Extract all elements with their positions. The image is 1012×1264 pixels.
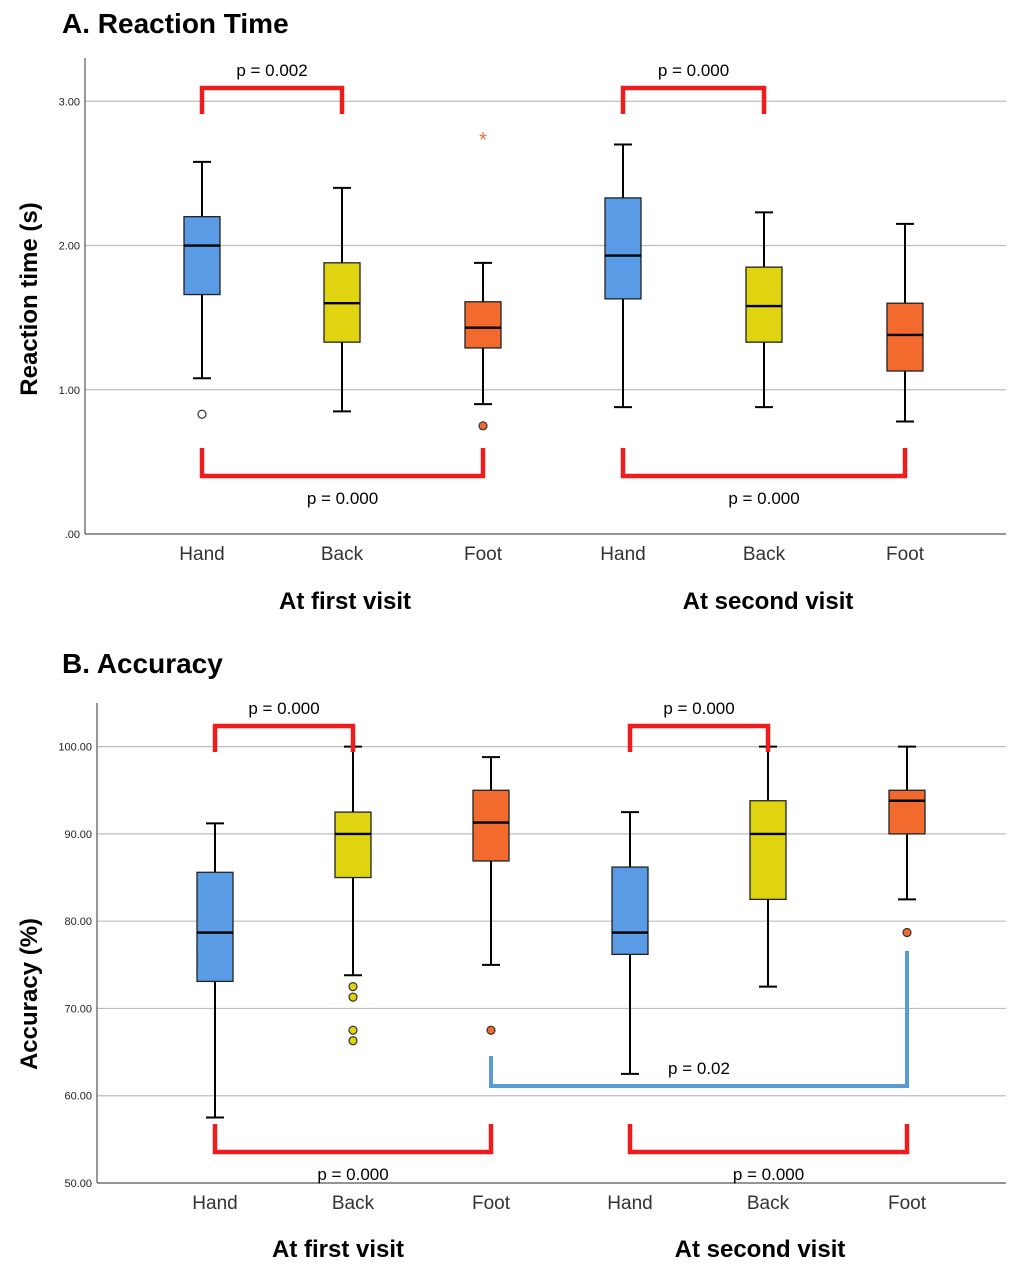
panel-b-box [196, 871, 234, 983]
panel-a-x-tick-label: Foot [886, 544, 925, 565]
panel-b-y-tick-label: 90.00 [64, 829, 92, 841]
panel-a-significance-label: p = 0.002 [236, 61, 307, 80]
panel-b-x-tick-label: Foot [888, 1193, 927, 1214]
panel-b-significance-bracket [627, 1124, 910, 1155]
panel-b-y-tick-label: 50.00 [64, 1178, 92, 1190]
panel-a-significance-label: p = 0.000 [307, 489, 378, 508]
panel-b-y-tick-label: 60.00 [64, 1091, 92, 1103]
panel-b-significance-label: p = 0.000 [317, 1165, 388, 1184]
panel-b-significance-bracket [627, 723, 771, 752]
panel-b-significance-bracket [489, 951, 909, 1088]
panel-b-significance-bracket [212, 1124, 494, 1155]
panel-a-title: A. Reaction Time [62, 8, 289, 39]
panel-a-y-tick-label: 1.00 [59, 385, 80, 397]
panel-a-box [464, 301, 502, 349]
panel-a-x-tick-label: Back [321, 544, 364, 565]
panel-a-outlier-point [478, 421, 488, 431]
panel-b-group-label-first: At first visit [271, 1236, 405, 1263]
panel-b-title: B. Accuracy [62, 648, 223, 679]
panel-b-significance-bracket [212, 723, 356, 752]
panel-a-box [745, 266, 783, 343]
panel-b-y-tick-label: 80.00 [64, 916, 92, 928]
panel-a-box [183, 216, 221, 296]
panel-b-significance-label: p = 0.000 [248, 699, 319, 718]
panel-b-significance-label: p = 0.000 [663, 699, 734, 718]
panel-b-outlier-point [486, 1025, 496, 1035]
panel-b-outlier-point [348, 1036, 358, 1046]
panel-a-y-tick-label: 3.00 [59, 96, 80, 108]
panel-a-box [886, 302, 924, 372]
panel-b-outlier-point [348, 1025, 358, 1035]
panel-a-significance-label: p = 0.000 [658, 61, 729, 80]
panel-a-group-label-second: At second visit [682, 588, 854, 615]
panel-a-y-tick-label: 2.00 [59, 241, 80, 253]
panel-a-significance-bracket [199, 448, 486, 479]
panel-b-outlier-point [348, 992, 358, 1002]
panel-b-significance-label: p = 0.000 [733, 1165, 804, 1184]
panel-b-y-tick-label: 100.00 [58, 742, 92, 754]
panel-b-box [888, 789, 926, 835]
panel-b-outlier-point [348, 982, 358, 992]
panel-a-extreme-point: * [479, 129, 487, 151]
panel-a-box [604, 197, 642, 300]
panel-a-significance-bracket [199, 85, 345, 114]
panel-a-significance-label: p = 0.000 [728, 489, 799, 508]
panel-a-x-tick-label: Back [743, 544, 786, 565]
panel-b-y-tick-label: 70.00 [64, 1003, 92, 1015]
panel-b-group-label-second: At second visit [674, 1236, 846, 1263]
panel-b-box [611, 866, 649, 955]
panel-b-box [472, 789, 510, 862]
panel-b-x-tick-label: Hand [607, 1193, 652, 1214]
panel-a-y-tick-label: .00 [65, 529, 80, 541]
panel-b-box [749, 800, 787, 901]
panel-b-x-tick-label: Back [747, 1193, 790, 1214]
panel-a-outlier-point [197, 409, 207, 419]
panel-a-x-tick-label: Foot [464, 544, 503, 565]
panel-b-significance-label: p = 0.02 [668, 1059, 730, 1078]
panel-a-group-label-first: At first visit [278, 588, 412, 615]
panel-a-significance-bracket [620, 85, 767, 114]
panel-b-x-tick-label: Foot [472, 1193, 511, 1214]
panel-b-x-tick-label: Back [332, 1193, 375, 1214]
panel-a-x-tick-label: Hand [600, 544, 645, 565]
panel-b-x-tick-label: Hand [192, 1193, 237, 1214]
panel-a-box-plot: .00 1.00 2.00 3.00 Hand Back Foot Hand Back Foot *… [59, 58, 1006, 565]
panel-a-x-tick-label: Hand [179, 544, 224, 565]
panel-a-significance-bracket [620, 448, 908, 479]
panel-b-box [334, 811, 372, 879]
panel-b-outlier-point [902, 927, 912, 938]
